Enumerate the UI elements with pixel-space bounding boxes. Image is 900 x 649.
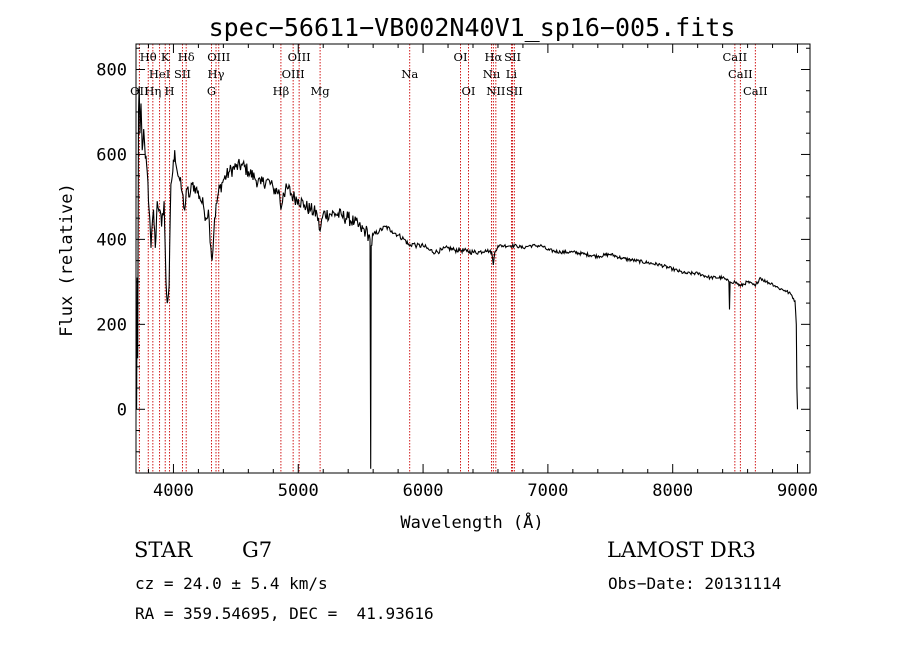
object-subclass: G7 <box>242 538 273 562</box>
y-tick-label: 400 <box>96 230 127 250</box>
plot-frame <box>135 43 811 474</box>
spectral-line-label: Nıı <box>483 67 501 81</box>
spectral-line-label: Mg <box>311 84 331 98</box>
x-axis-label: Wavelength (Å) <box>400 511 543 533</box>
spectral-line-label: HeI <box>149 67 170 81</box>
spectral-line-label: CaII <box>728 67 753 81</box>
y-tick-label: 800 <box>96 60 127 80</box>
spectral-line-label: SII <box>506 84 523 98</box>
survey-name: LAMOST DR3 <box>607 538 756 562</box>
spectral-line-label: OIII <box>288 50 311 64</box>
spectral-line-label: CaII <box>722 50 747 64</box>
spectral-line-markers <box>138 44 756 473</box>
x-tick-label: 4000 <box>153 481 194 501</box>
y-tick-label: 600 <box>96 145 127 165</box>
spectral-line-labels: HθOIIHηHeIKHSIIHδGHγOIIIHβOIIIOIIIMgNaOI… <box>130 50 768 98</box>
x-axis-ticks: 4000 5000 6000 7000 8000 9000 <box>147 44 818 501</box>
object-class: STAR <box>134 538 193 562</box>
x-tick-label: 7000 <box>527 481 568 501</box>
spectral-line-label: NII <box>486 84 505 98</box>
spectral-line-label: Na <box>401 67 418 81</box>
y-axis-label: Flux (relative) <box>57 183 77 337</box>
spectral-line-label: OI <box>454 50 468 64</box>
spectral-line-label: G <box>207 84 216 98</box>
x-tick-label: 8000 <box>652 481 693 501</box>
spectral-line-label: H <box>165 84 175 98</box>
y-axis-ticks: 0 200 400 600 800 <box>96 47 810 453</box>
coordinates: RA = 359.54695, DEC = 41.93616 <box>135 604 434 623</box>
spectral-line-label: SII <box>174 67 191 81</box>
x-tick-label: 5000 <box>278 481 319 501</box>
redshift-info: cz = 24.0 ± 5.4 km/s <box>135 574 328 593</box>
spectral-line-label: CaII <box>743 84 768 98</box>
spectral-line-label: K <box>161 50 170 64</box>
spectral-line-label: OIII <box>207 50 230 64</box>
spectral-line-label: Hγ <box>208 67 225 81</box>
x-tick-label: 6000 <box>403 481 444 501</box>
y-tick-label: 0 <box>117 400 127 420</box>
observation-date: Obs−Date: 20131114 <box>608 574 782 593</box>
spectral-line-label: Hδ <box>178 50 195 64</box>
spectral-line-label: Hθ <box>140 50 157 64</box>
spectral-line-label: Li <box>506 67 518 81</box>
spectral-line-label: Hβ <box>273 84 290 98</box>
chart-title: spec−56611−VB002N40V1_sp16−005.fits <box>209 13 736 42</box>
spectrum-line <box>136 86 799 469</box>
spectral-line-label: Hη <box>144 84 161 98</box>
y-tick-label: 200 <box>96 315 127 335</box>
spectral-line-label: OI <box>462 84 476 98</box>
spectral-line-label: Hα <box>484 50 502 64</box>
spectral-line-label: OIII <box>282 67 305 81</box>
x-tick-label: 9000 <box>777 481 818 501</box>
spectral-line-label: SII <box>504 50 521 64</box>
